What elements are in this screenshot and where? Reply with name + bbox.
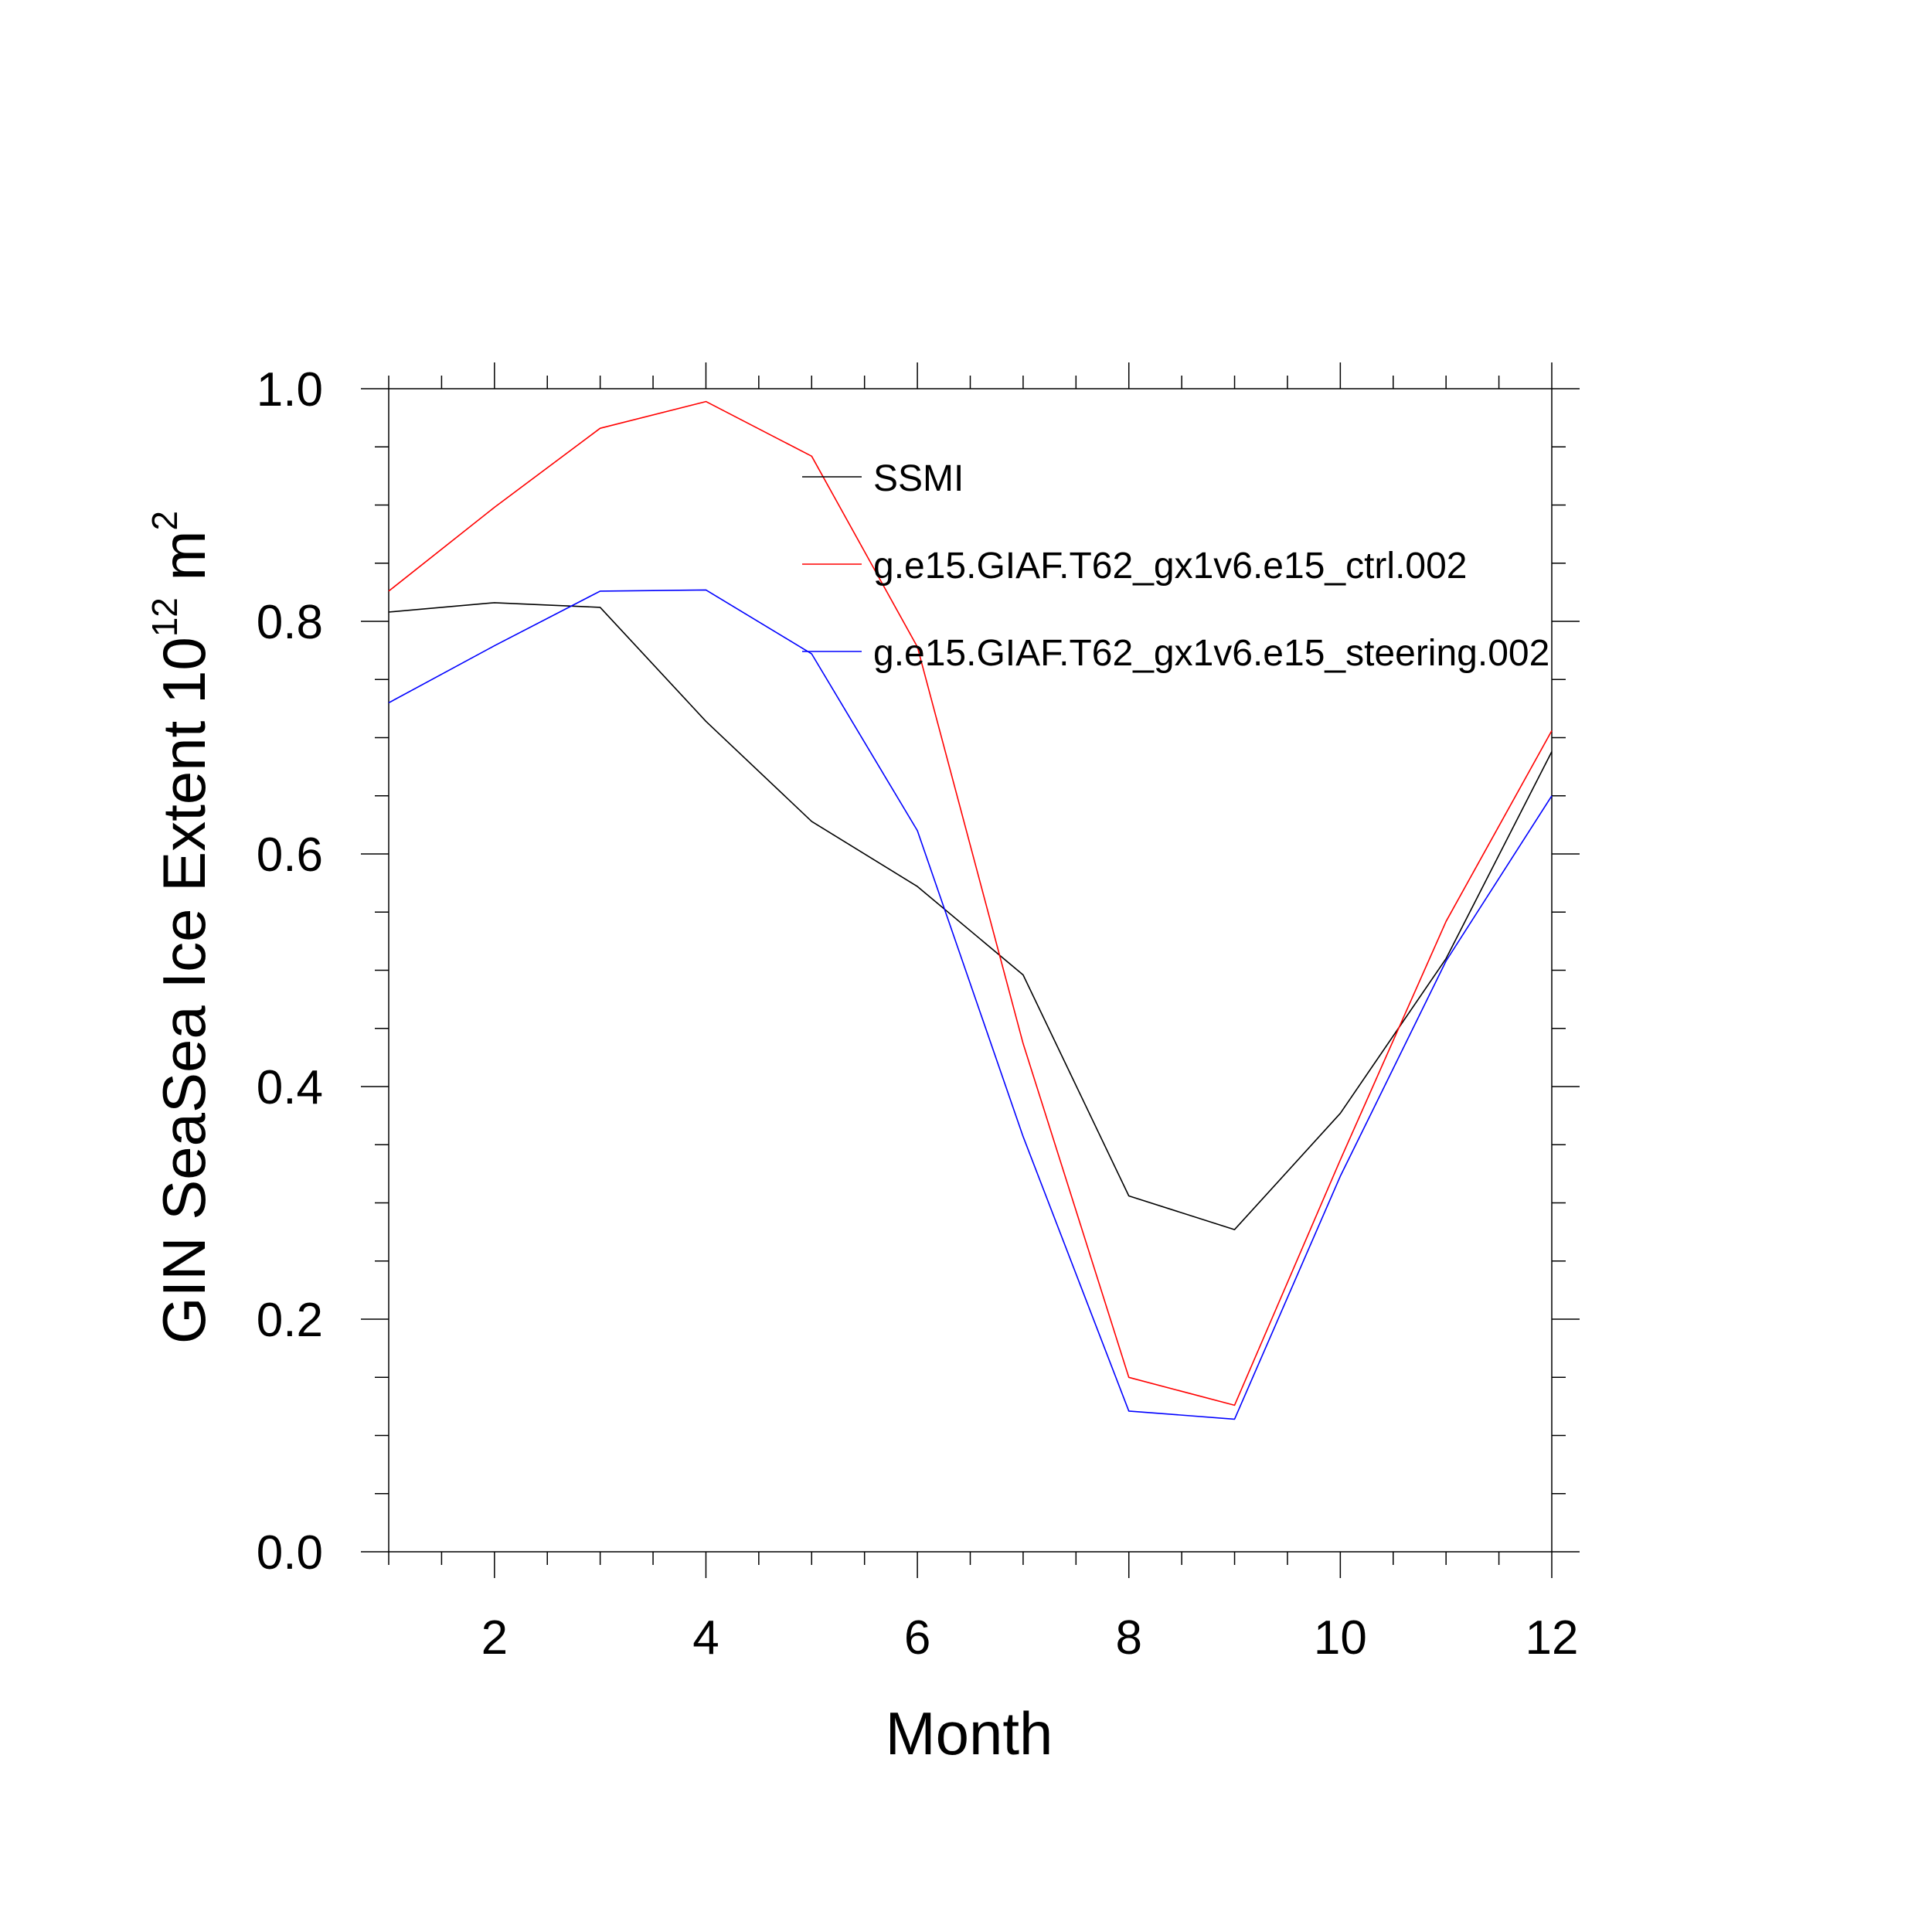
series-line-1 — [388, 602, 1553, 1230]
x-tick-label: 12 — [1526, 1611, 1579, 1665]
plot-frame — [388, 388, 1553, 1553]
x-tick-label: 10 — [1314, 1611, 1367, 1665]
x-tick-labels: 2 4 6 8 10 12 — [481, 1611, 1579, 1665]
series-line-2 — [388, 400, 1553, 1406]
legend-label-2: g.e15.GIAF.T62_gx1v6.e15_ctrl.002 — [873, 546, 1468, 587]
y-axis-title-exponent-2: 2 — [145, 511, 185, 531]
series-line-3 — [388, 589, 1553, 1420]
y-axis-title: GIN SeaSea Ice Extent 1012 m2 — [145, 511, 218, 1344]
y-tick-label: 0.0 — [257, 1526, 323, 1580]
major-ticks — [361, 362, 1580, 1578]
legend-label-3: g.e15.GIAF.T62_gx1v6.e15_steering.002 — [873, 633, 1549, 674]
minor-ticks — [375, 376, 1566, 1565]
legend: SSMI g.e15.GIAF.T62_gx1v6.e15_ctrl.002 g.e… — [802, 458, 1549, 674]
x-tick-label: 4 — [692, 1611, 719, 1665]
y-axis-title-unit: m — [150, 530, 218, 597]
y-tick-label: 1.0 — [257, 363, 323, 417]
legend-label-1: SSMI — [873, 458, 964, 499]
y-tick-label: 0.2 — [257, 1294, 323, 1347]
series-layer — [388, 400, 1553, 1420]
y-tick-label: 0.8 — [257, 596, 323, 649]
x-tick-label: 6 — [904, 1611, 930, 1665]
y-tick-label: 0.6 — [257, 828, 323, 882]
y-tick-label: 0.4 — [257, 1061, 323, 1114]
x-axis-title: Month — [886, 1699, 1053, 1767]
y-axis-title-base: GIN SeaSea Ice Extent 10 — [150, 637, 218, 1344]
y-axis-title-exponent-1: 12 — [145, 597, 185, 637]
x-tick-label: 2 — [481, 1611, 508, 1665]
y-tick-labels: 0.0 0.2 0.4 0.6 0.8 1.0 — [257, 363, 323, 1580]
x-tick-label: 8 — [1115, 1611, 1141, 1665]
